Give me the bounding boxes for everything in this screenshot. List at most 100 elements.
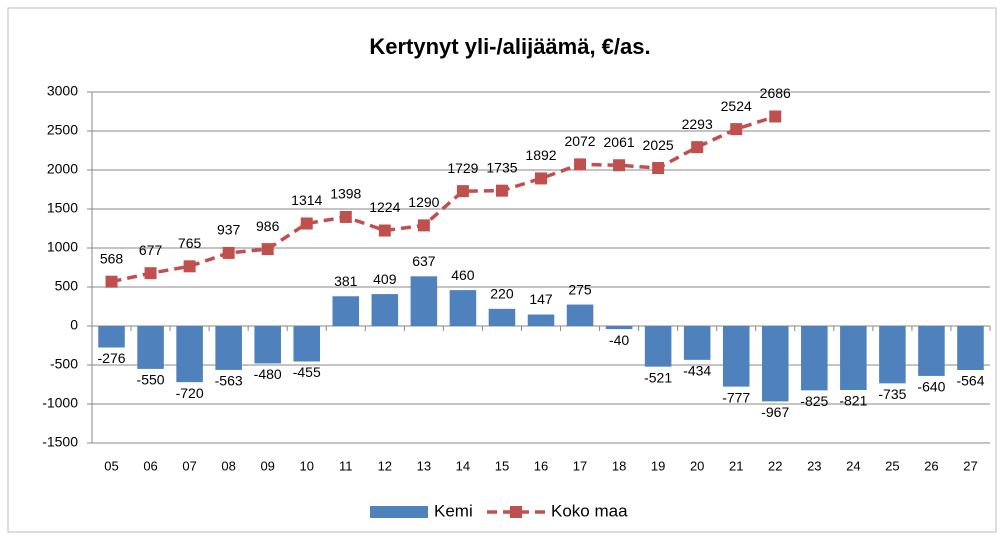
data-label: 765 [178, 235, 202, 251]
bar [605, 326, 633, 330]
y-tick-label: -1000 [42, 395, 78, 411]
marker [535, 172, 547, 185]
x-tick-label: 22 [768, 458, 782, 473]
marker [652, 162, 665, 175]
x-tick-label: 24 [846, 458, 860, 473]
data-label: -564 [956, 373, 984, 389]
data-label: 986 [256, 218, 280, 234]
x-tick-label: 20 [690, 458, 704, 473]
marker [769, 110, 782, 123]
data-label: -550 [137, 372, 165, 388]
y-tick-label: 3000 [47, 83, 78, 99]
y-tick-label: 1500 [47, 200, 78, 216]
x-tick-label: 14 [456, 458, 470, 473]
x-tick-label: 10 [300, 458, 314, 473]
data-label: 275 [568, 281, 592, 297]
bar [176, 326, 203, 383]
marker [339, 210, 352, 223]
data-label: 2061 [604, 134, 635, 150]
bar [761, 326, 789, 402]
data-label: -434 [683, 363, 711, 379]
data-label: 1224 [369, 199, 400, 215]
bar [957, 326, 984, 370]
marker [613, 159, 626, 172]
data-label: -720 [176, 385, 204, 401]
data-label: 637 [412, 253, 436, 269]
legend-marker [510, 506, 522, 518]
data-label: 2072 [564, 133, 595, 149]
data-label: 1735 [486, 159, 517, 175]
data-label: -821 [839, 393, 867, 409]
bar [371, 294, 399, 326]
data-label: 147 [529, 291, 553, 307]
bar [683, 326, 711, 360]
bar [215, 326, 242, 370]
x-tick-label: 17 [573, 458, 587, 473]
data-label: -40 [609, 332, 629, 348]
marker [691, 141, 704, 154]
x-tick-label: 16 [534, 458, 548, 473]
bar [410, 276, 438, 326]
bar [254, 326, 281, 364]
data-label: 677 [139, 242, 163, 258]
bar [722, 326, 750, 387]
x-tick-label: 12 [378, 458, 392, 473]
data-label: -521 [644, 369, 672, 385]
bar [566, 304, 594, 326]
bar [98, 326, 125, 348]
x-tick-label: 06 [143, 458, 157, 473]
marker [300, 217, 313, 230]
data-label: 568 [100, 250, 124, 266]
data-label: -276 [98, 350, 126, 366]
x-tick-label: 23 [807, 458, 821, 473]
bar [644, 326, 672, 367]
line [111, 114, 776, 284]
marker [183, 260, 196, 273]
x-tick-label: 19 [651, 458, 665, 473]
y-tick-label: 2500 [47, 122, 78, 138]
x-tick-label: 27 [963, 458, 977, 473]
x-tick-label: 11 [339, 458, 353, 473]
data-label: 2293 [682, 116, 713, 132]
y-tick-label: -1500 [42, 434, 78, 450]
y-tick-label: 0 [70, 317, 78, 333]
bar [918, 326, 945, 376]
data-label: -777 [722, 389, 750, 405]
data-label: 460 [451, 267, 475, 283]
data-label: 1892 [525, 147, 556, 163]
data-label: -563 [215, 373, 243, 389]
x-tick-label: 05 [104, 458, 118, 473]
data-label: -967 [761, 404, 789, 420]
data-label: 2686 [760, 85, 791, 101]
data-label: 937 [217, 222, 241, 238]
x-tick-label: 07 [182, 458, 196, 473]
bar [488, 308, 516, 326]
data-label: 1290 [408, 194, 439, 210]
marker [105, 275, 118, 288]
marker [261, 243, 274, 256]
y-tick-label: 2000 [47, 161, 78, 177]
x-tick-label: 13 [417, 458, 431, 473]
bar [840, 326, 867, 391]
legend-label: Koko maa [551, 501, 628, 520]
x-tick-label: 15 [495, 458, 509, 473]
x-tick-label: 25 [885, 458, 899, 473]
marker [456, 185, 469, 198]
legend-label: Kemi [434, 501, 473, 520]
data-label: -735 [878, 386, 906, 402]
x-tick-label: 08 [221, 458, 235, 473]
data-label: 1398 [330, 186, 361, 202]
bar [449, 290, 477, 326]
data-label: 2025 [643, 137, 674, 153]
bar [137, 326, 164, 369]
bar [332, 296, 360, 326]
data-label: -480 [254, 366, 282, 382]
bar [527, 314, 555, 326]
data-label: 1729 [447, 160, 478, 176]
y-tick-label: -500 [50, 356, 78, 372]
data-label: -455 [293, 364, 321, 380]
marker [574, 158, 587, 171]
marker [378, 224, 391, 237]
x-tick-label: 26 [924, 458, 938, 473]
